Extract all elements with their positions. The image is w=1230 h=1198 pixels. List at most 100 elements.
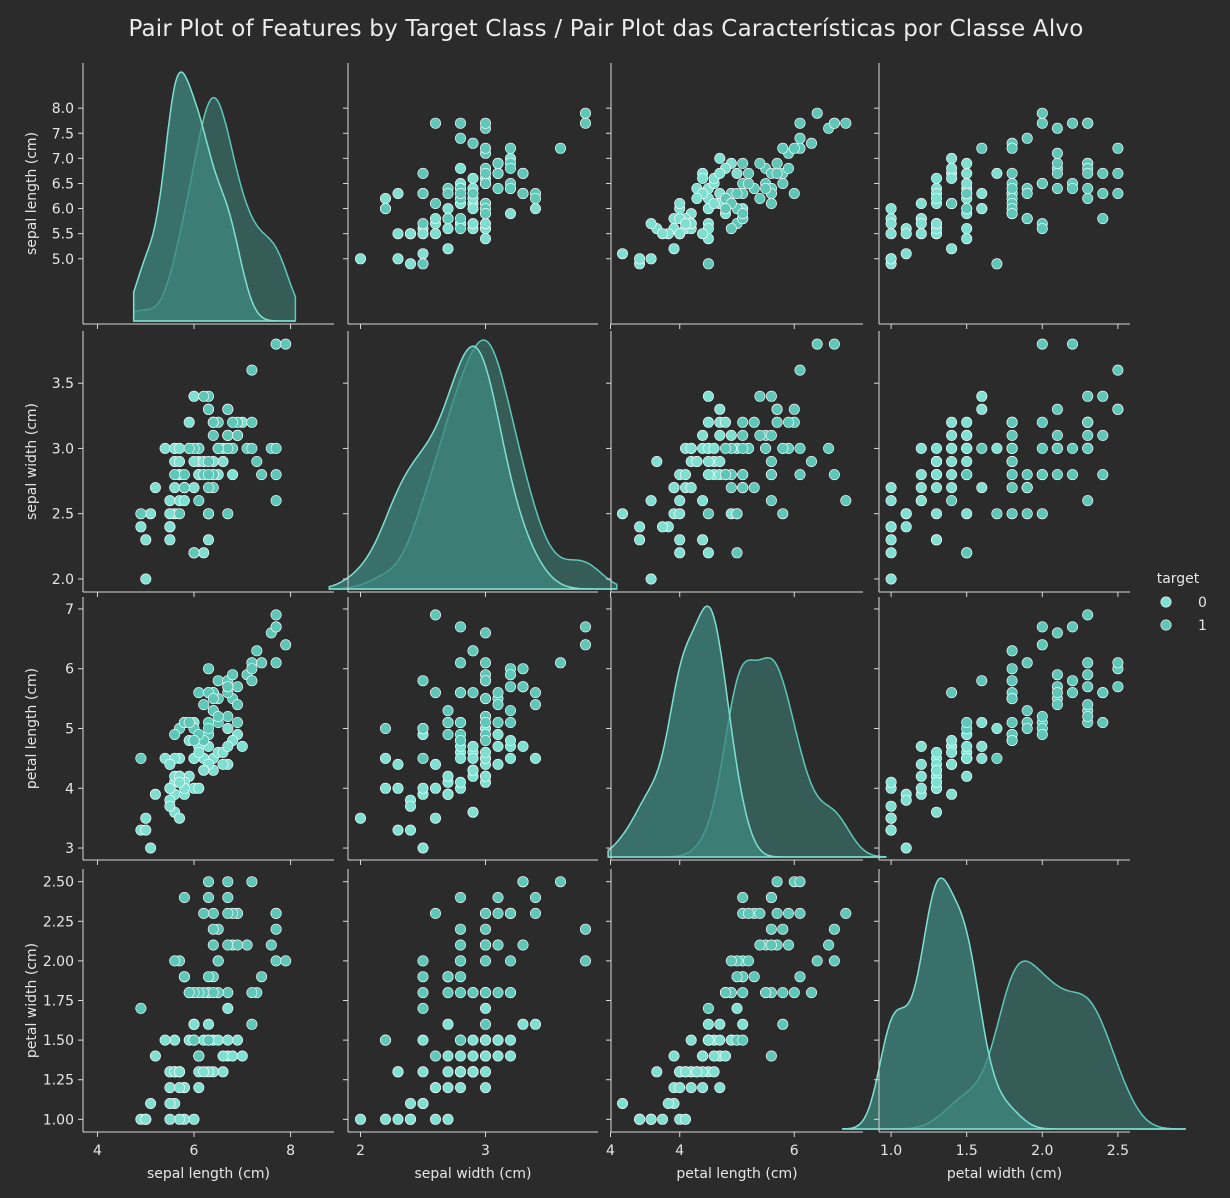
scatter-point-class1 bbox=[777, 442, 789, 454]
scatter-point-class0 bbox=[714, 403, 726, 415]
scatter-point-class0 bbox=[164, 758, 176, 770]
scatter-point-class1 bbox=[178, 482, 190, 494]
scatter-point-class1 bbox=[1097, 429, 1109, 441]
scatter-point-class1 bbox=[222, 907, 234, 919]
scatter-point-class0 bbox=[645, 218, 657, 230]
scatter-point-class0 bbox=[467, 1034, 479, 1046]
scatter-point-class0 bbox=[392, 253, 404, 265]
scatter-point-class1 bbox=[479, 178, 491, 190]
scatter-point-class1 bbox=[742, 178, 754, 190]
scatter-point-class1 bbox=[737, 442, 749, 454]
scatter-point-class1 bbox=[270, 955, 282, 967]
scatter-point-class1 bbox=[241, 939, 253, 951]
scatter-point-class1 bbox=[771, 907, 783, 919]
scatter-point-class1 bbox=[417, 167, 429, 179]
scatter-point-class1 bbox=[183, 987, 195, 999]
scatter-point-class0 bbox=[697, 1050, 709, 1062]
y-axis-label: petal length (cm) bbox=[24, 668, 40, 789]
scatter-point-class1 bbox=[222, 508, 234, 520]
y-axis-label: petal width (cm) bbox=[24, 943, 40, 1058]
x-tick-label: 1.5 bbox=[956, 1143, 978, 1159]
scatter-point-class1 bbox=[1112, 403, 1124, 415]
scatter-point-class1 bbox=[442, 716, 454, 728]
scatter-point-class0 bbox=[392, 824, 404, 836]
scatter-point-class0 bbox=[164, 534, 176, 546]
scatter-point-class1 bbox=[183, 442, 195, 454]
scatter-point-class1 bbox=[1006, 716, 1018, 728]
scatter-point-class0 bbox=[885, 573, 897, 585]
scatter-point-class0 bbox=[149, 482, 161, 494]
scatter-point-class1 bbox=[765, 429, 777, 441]
scatter-point-class1 bbox=[454, 117, 466, 129]
scatter-point-class1 bbox=[417, 1002, 429, 1014]
scatter-point-class0 bbox=[169, 482, 181, 494]
scatter-point-class1 bbox=[794, 117, 806, 129]
scatter-point-class0 bbox=[479, 746, 491, 758]
scatter-point-class1 bbox=[429, 117, 441, 129]
scatter-point-class0 bbox=[885, 482, 897, 494]
scatter-point-class1 bbox=[719, 987, 731, 999]
scatter-point-class1 bbox=[1112, 188, 1124, 200]
scatter-point-class0 bbox=[616, 248, 628, 260]
scatter-point-class0 bbox=[915, 482, 927, 494]
scatter-point-class1 bbox=[504, 669, 516, 681]
scatter-point-class1 bbox=[212, 955, 224, 967]
scatter-point-class1 bbox=[1006, 508, 1018, 520]
scatter-point-class0 bbox=[915, 758, 927, 770]
scatter-point-class1 bbox=[504, 142, 516, 154]
scatter-point-class0 bbox=[930, 806, 942, 818]
scatter-point-class0 bbox=[140, 573, 152, 585]
scatter-point-class1 bbox=[991, 508, 1003, 520]
scatter-point-class1 bbox=[454, 734, 466, 746]
scatter-point-class0 bbox=[714, 1018, 726, 1030]
scatter-point-class0 bbox=[174, 812, 186, 824]
scatter-point-class0 bbox=[674, 495, 686, 507]
scatter-point-class1 bbox=[207, 987, 219, 999]
scatter-point-class1 bbox=[454, 213, 466, 225]
scatter-point-class0 bbox=[429, 213, 441, 225]
scatter-point-class0 bbox=[222, 722, 234, 734]
scatter-point-class1 bbox=[1021, 657, 1033, 669]
scatter-point-class1 bbox=[193, 1050, 205, 1062]
scatter-point-class0 bbox=[930, 508, 942, 520]
scatter-point-class0 bbox=[685, 482, 697, 494]
scatter-point-class0 bbox=[529, 752, 541, 764]
scatter-point-class1 bbox=[794, 132, 806, 144]
scatter-point-class1 bbox=[1006, 167, 1018, 179]
scatter-point-class0 bbox=[392, 758, 404, 770]
scatter-point-class1 bbox=[454, 923, 466, 935]
scatter-point-class0 bbox=[174, 1113, 186, 1125]
scatter-point-class1 bbox=[1006, 183, 1018, 195]
scatter-point-class1 bbox=[742, 907, 754, 919]
x-tick-label: 6 bbox=[790, 1143, 799, 1159]
scatter-point-class0 bbox=[198, 1066, 210, 1078]
subplot-r2-c2 bbox=[606, 597, 887, 865]
scatter-point-class1 bbox=[479, 955, 491, 967]
scatter-point-class1 bbox=[748, 416, 760, 428]
subplot-r3-c0 bbox=[78, 869, 334, 1137]
scatter-point-class1 bbox=[1082, 429, 1094, 441]
scatter-point-class0 bbox=[222, 740, 234, 752]
scatter-point-class1 bbox=[479, 987, 491, 999]
scatter-point-class1 bbox=[1036, 117, 1048, 129]
scatter-point-class1 bbox=[1036, 508, 1048, 520]
scatter-point-class0 bbox=[442, 1082, 454, 1094]
scatter-point-class0 bbox=[492, 758, 504, 770]
x-tick-label: 8 bbox=[286, 1143, 295, 1159]
scatter-point-class0 bbox=[417, 1034, 429, 1046]
scatter-point-class0 bbox=[930, 534, 942, 546]
scatter-point-class0 bbox=[188, 390, 200, 402]
scatter-point-class1 bbox=[976, 442, 988, 454]
scatter-point-class1 bbox=[794, 907, 806, 919]
scatter-point-class0 bbox=[174, 442, 186, 454]
scatter-point-class1 bbox=[454, 687, 466, 699]
scatter-point-class0 bbox=[930, 442, 942, 454]
scatter-point-class1 bbox=[771, 403, 783, 415]
scatter-point-class0 bbox=[930, 193, 942, 205]
scatter-point-class0 bbox=[634, 521, 646, 533]
kde-density-0 bbox=[841, 877, 1186, 1130]
scatter-point-class1 bbox=[270, 923, 282, 935]
scatter-point-class1 bbox=[961, 716, 973, 728]
scatter-point-class0 bbox=[392, 188, 404, 200]
scatter-point-class1 bbox=[417, 971, 429, 983]
